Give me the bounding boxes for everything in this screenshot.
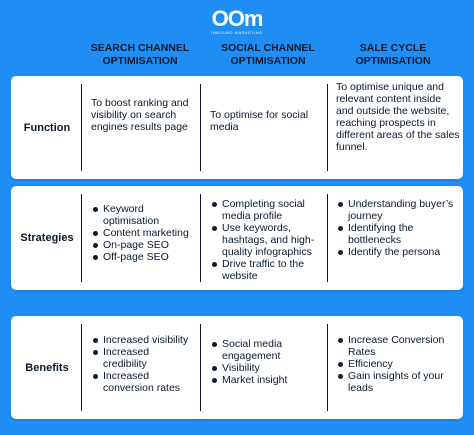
list-item: Increased visibility bbox=[91, 334, 195, 346]
benefits-search-cell: Increased visibility Increased credibili… bbox=[91, 334, 195, 394]
function-social-cell: To optimise for social media bbox=[210, 109, 322, 133]
column-header-sale: SALE CYCLE OPTIMISATION bbox=[355, 42, 431, 67]
list-item: Increase Conversion Rates bbox=[336, 334, 461, 358]
column-header-social: SOCIAL CHANNEL OPTIMISATION bbox=[221, 42, 315, 67]
list-item: Drive traffic to the website bbox=[210, 258, 322, 282]
logo-mark: OOm bbox=[211, 6, 264, 31]
row-label-function: Function bbox=[23, 121, 71, 134]
divider bbox=[327, 324, 328, 411]
function-sale-cell: To optimise unique and relevant content … bbox=[336, 81, 461, 153]
list-item: Market insight bbox=[210, 374, 322, 386]
function-sale-text: To optimise unique and relevant content … bbox=[336, 81, 460, 153]
list-item: Identify the persona bbox=[336, 246, 461, 258]
list-item: Efficiency bbox=[336, 358, 461, 370]
strategies-search-cell: Keyword optimisation Content marketing O… bbox=[91, 203, 195, 263]
list-item: Identifying the bottlenecks bbox=[336, 222, 461, 246]
logo-tagline: INBOUND MARKETING bbox=[211, 30, 263, 35]
row-label-strategies: Strategies bbox=[20, 232, 74, 244]
list-item: Social media engagement bbox=[210, 338, 322, 362]
divider bbox=[81, 194, 82, 282]
strategies-social-cell: Completing social media profile Use keyw… bbox=[210, 198, 322, 282]
brand-logo: OOm INBOUND MARKETING bbox=[0, 8, 474, 36]
row-label-benefits: Benefits bbox=[25, 361, 69, 374]
divider bbox=[200, 194, 201, 282]
divider bbox=[81, 84, 82, 171]
list-item: Completing social media profile bbox=[210, 198, 322, 222]
list-item: Increased credibility bbox=[91, 346, 195, 370]
list-item: Keyword optimisation bbox=[91, 203, 195, 227]
list-item: Increased conversion rates bbox=[91, 370, 195, 394]
divider bbox=[200, 84, 201, 171]
benefits-social-cell: Social media engagement Visibility Marke… bbox=[210, 338, 322, 386]
function-search-cell: To boost ranking and visibility on searc… bbox=[91, 97, 195, 133]
row-strategies: Strategies Keyword optimisation Content … bbox=[11, 186, 463, 290]
row-function: Function To boost ranking and visibility… bbox=[11, 76, 463, 179]
strategies-sale-cell: Understanding buyer’s journey Identifyin… bbox=[336, 198, 461, 258]
list-item: Content marketing bbox=[91, 227, 195, 239]
divider bbox=[327, 84, 328, 171]
list-item: Use keywords, hashtags, and high-quality… bbox=[210, 222, 322, 258]
divider bbox=[81, 324, 82, 411]
row-benefits: Benefits Increased visibility Increased … bbox=[11, 316, 463, 419]
list-item: Visibility bbox=[210, 362, 322, 374]
function-social-text: To optimise for social media bbox=[210, 109, 309, 133]
list-item: Understanding buyer’s journey bbox=[336, 198, 461, 222]
benefits-sale-cell: Increase Conversion Rates Efficiency Gai… bbox=[336, 334, 461, 394]
function-search-text: To boost ranking and visibility on searc… bbox=[91, 97, 189, 133]
divider bbox=[327, 194, 328, 282]
list-item: Gain insights of your leads bbox=[336, 370, 461, 394]
list-item: Off-page SEO bbox=[91, 251, 195, 263]
column-header-search: SEARCH CHANNEL OPTIMISATION bbox=[90, 42, 190, 67]
divider bbox=[200, 324, 201, 411]
list-item: On-page SEO bbox=[91, 239, 195, 251]
